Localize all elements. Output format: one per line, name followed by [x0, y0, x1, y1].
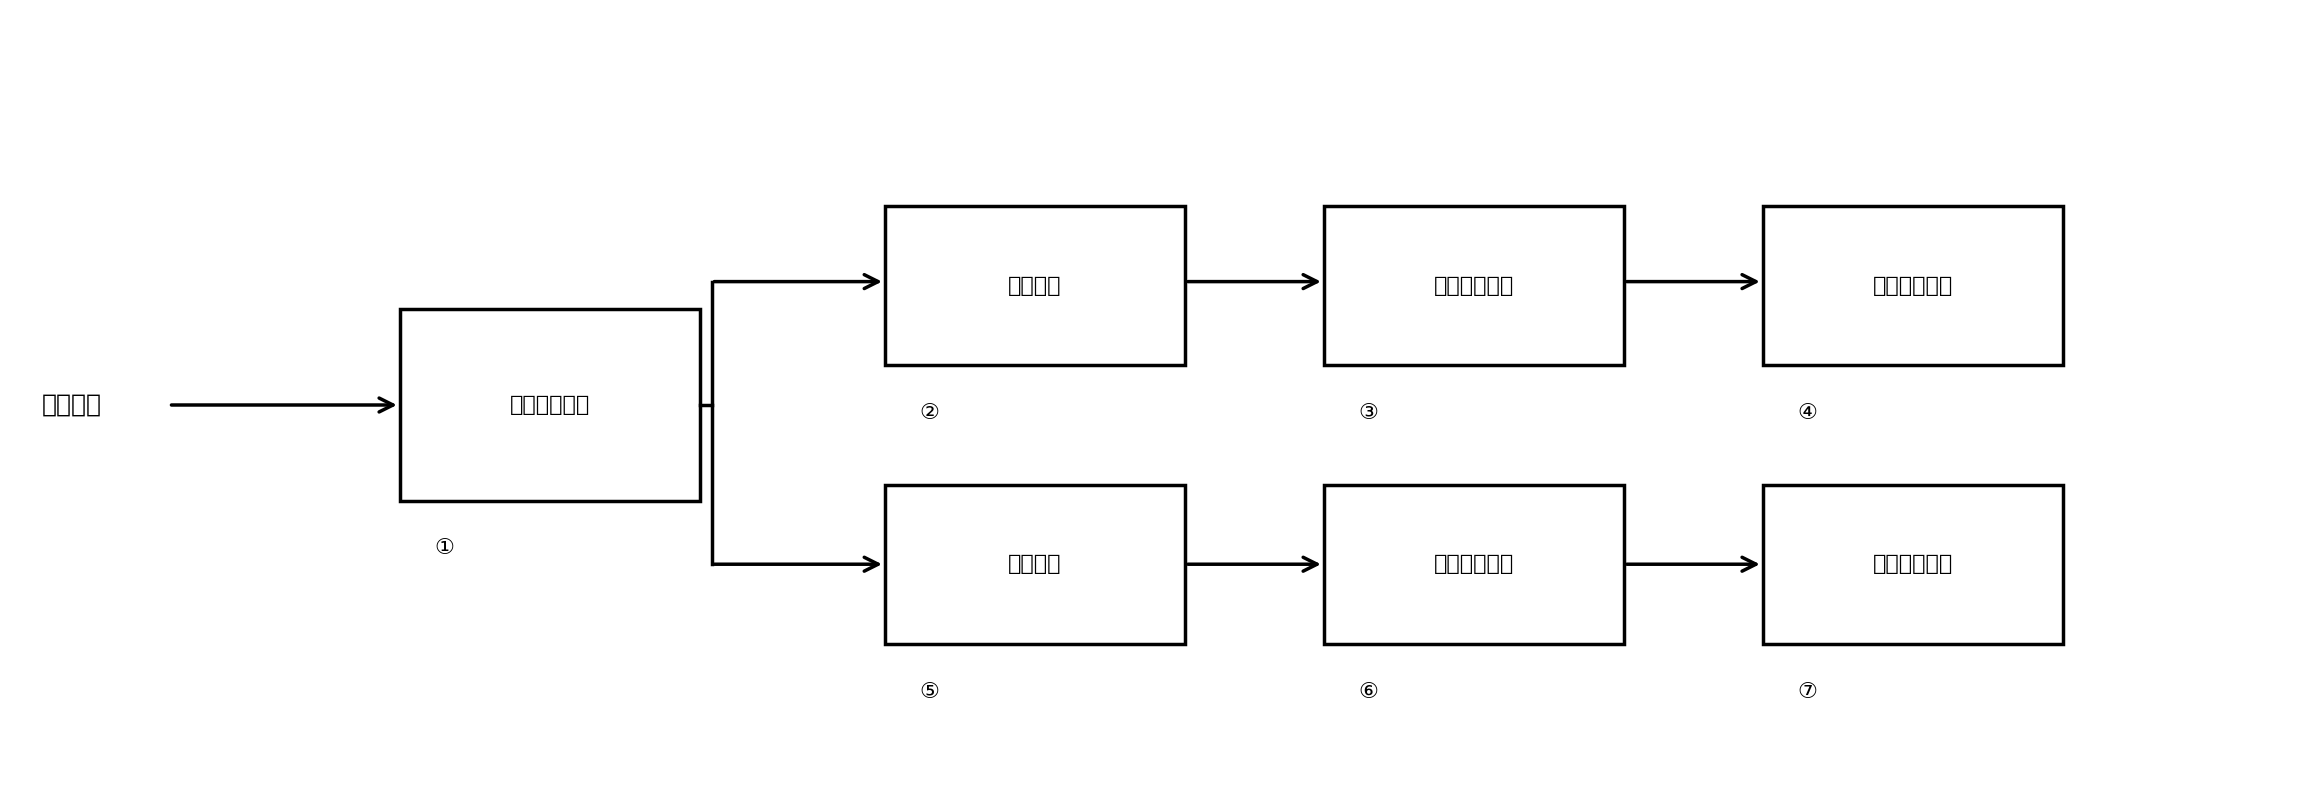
Text: ①: ① [435, 539, 456, 558]
FancyBboxPatch shape [400, 309, 700, 501]
FancyBboxPatch shape [1325, 484, 1624, 644]
Text: 耦合电容: 耦合电容 [1009, 275, 1062, 296]
Text: 前置衰减网络: 前置衰减网络 [509, 395, 590, 415]
Text: 电容衰减网络: 电容衰减网络 [1434, 275, 1513, 296]
Text: 电感衰减网络: 电感衰减网络 [1434, 554, 1513, 574]
FancyBboxPatch shape [885, 484, 1185, 644]
FancyBboxPatch shape [1325, 206, 1624, 365]
FancyBboxPatch shape [885, 206, 1185, 365]
Text: 信号输入: 信号输入 [42, 393, 102, 417]
FancyBboxPatch shape [1762, 484, 2064, 644]
Text: ⑤: ⑤ [920, 681, 939, 701]
FancyBboxPatch shape [1762, 206, 2064, 365]
Text: ③: ③ [1360, 403, 1378, 423]
Text: ②: ② [920, 403, 939, 423]
Text: 电感检波电路: 电感检波电路 [1873, 554, 1952, 574]
Text: ④: ④ [1799, 403, 1817, 423]
Text: 耦合电感: 耦合电感 [1009, 554, 1062, 574]
Text: ⑦: ⑦ [1799, 681, 1817, 701]
Text: ⑥: ⑥ [1360, 681, 1378, 701]
Text: 电容检波电路: 电容检波电路 [1873, 275, 1952, 296]
